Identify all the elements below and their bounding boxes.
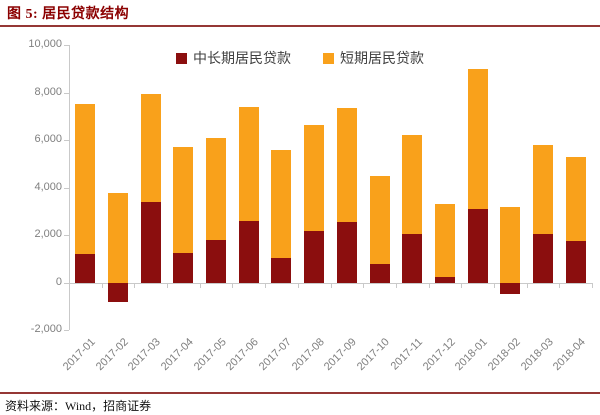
x-tick-mark bbox=[167, 282, 169, 288]
x-tick-mark bbox=[330, 282, 332, 288]
source-note: 资料来源：Wind，招商证券 bbox=[5, 399, 152, 413]
x-tick-label: 2017-04 bbox=[158, 336, 196, 374]
bar-segment-medium-long bbox=[336, 221, 357, 283]
x-tick-mark bbox=[101, 282, 103, 288]
y-tick-mark bbox=[64, 235, 69, 236]
chart-legend: 中长期居民贷款 短期居民贷款 bbox=[0, 48, 600, 68]
y-tick-mark bbox=[64, 330, 69, 331]
x-tick-mark bbox=[395, 282, 397, 288]
bar-segment-short bbox=[238, 106, 259, 221]
x-tick-mark bbox=[428, 282, 430, 288]
x-tick-label: 2017-12 bbox=[420, 336, 458, 374]
bar-segment-short bbox=[500, 206, 521, 283]
bar-segment-short bbox=[434, 204, 455, 277]
bar-segment-short bbox=[369, 175, 390, 264]
bar-segment-short bbox=[173, 147, 194, 253]
bar-segment-medium-long bbox=[140, 201, 161, 283]
x-tick-label: 2018-01 bbox=[453, 336, 491, 374]
x-tick-mark bbox=[363, 282, 365, 288]
legend-swatch-icon bbox=[176, 52, 187, 64]
bar-segment-medium-long bbox=[173, 252, 194, 283]
bar-segment-medium-long bbox=[108, 282, 129, 302]
bar-segment-short bbox=[271, 149, 292, 258]
bar-segment-short bbox=[206, 137, 227, 240]
x-tick-label: 2018-04 bbox=[551, 336, 589, 374]
legend-swatch-icon bbox=[323, 52, 334, 64]
y-tick-mark bbox=[64, 140, 69, 141]
bar-segment-short bbox=[532, 144, 553, 234]
bar-segment-medium-long bbox=[402, 233, 423, 283]
figure-title: 图 5: 居民贷款结构 bbox=[7, 7, 130, 22]
legend-label: 中长期居民贷款 bbox=[193, 52, 291, 67]
bar-segment-medium-long bbox=[75, 254, 96, 283]
x-tick-mark bbox=[297, 282, 299, 288]
x-tick-label: 2017-10 bbox=[354, 336, 393, 374]
legend-item: 中长期居民贷款 bbox=[176, 48, 291, 68]
bar-segment-short bbox=[304, 124, 325, 232]
bar-segment-short bbox=[140, 93, 161, 202]
x-tick-label: 2018-02 bbox=[485, 336, 523, 374]
y-tick-mark bbox=[64, 282, 69, 284]
legend-label: 短期居民贷款 bbox=[340, 52, 424, 67]
x-tick-mark bbox=[461, 282, 463, 288]
bar-segment-medium-long bbox=[500, 282, 521, 295]
y-tick-mark bbox=[64, 45, 69, 46]
bar-segment-short bbox=[108, 193, 129, 283]
x-tick-label: 2017-11 bbox=[388, 336, 425, 373]
bar-segment-short bbox=[75, 104, 96, 254]
x-tick-label: 2017-07 bbox=[256, 336, 294, 374]
y-tick-label: 10,000 bbox=[28, 38, 62, 50]
y-tick-label: 6,000 bbox=[34, 133, 62, 145]
footer-divider bbox=[0, 392, 600, 394]
bar-segment-medium-long bbox=[532, 233, 553, 283]
bar-segment-medium-long bbox=[271, 257, 292, 283]
title-divider bbox=[0, 25, 600, 27]
x-tick-label: 2017-05 bbox=[191, 336, 229, 374]
y-tick-label: 0 bbox=[55, 275, 62, 288]
bar-segment-medium-long bbox=[206, 239, 227, 283]
x-tick-label: 2017-08 bbox=[289, 336, 327, 374]
x-tick-label: 2017-02 bbox=[93, 336, 131, 374]
x-tick-mark bbox=[134, 282, 136, 288]
bar-segment-medium-long bbox=[467, 208, 488, 283]
y-tick-label: -2,000 bbox=[30, 323, 62, 335]
bar-segment-medium-long bbox=[434, 276, 455, 283]
x-tick-mark bbox=[69, 282, 70, 288]
bar-segment-short bbox=[336, 107, 357, 222]
bar-segment-medium-long bbox=[565, 240, 586, 283]
bar-segment-short bbox=[565, 156, 586, 241]
y-tick-label: 4,000 bbox=[34, 180, 62, 193]
legend-item: 短期居民贷款 bbox=[323, 48, 424, 68]
x-tick-mark bbox=[199, 282, 201, 288]
y-axis-line bbox=[69, 45, 70, 330]
x-tick-label: 2017-01 bbox=[60, 336, 98, 374]
x-tick-label: 2018-03 bbox=[518, 336, 556, 374]
y-tick-mark bbox=[64, 187, 69, 189]
y-tick-label: 8,000 bbox=[34, 85, 62, 98]
bar-segment-medium-long bbox=[369, 263, 390, 283]
x-tick-mark bbox=[265, 282, 267, 288]
bar-segment-medium-long bbox=[238, 220, 259, 283]
x-tick-mark bbox=[559, 282, 561, 288]
bar-segment-short bbox=[467, 68, 488, 209]
x-tick-mark bbox=[592, 282, 593, 288]
y-tick-mark bbox=[64, 92, 69, 94]
bar-segment-medium-long bbox=[304, 231, 325, 283]
x-tick-mark bbox=[526, 282, 528, 288]
x-tick-label: 2017-03 bbox=[126, 336, 164, 374]
x-tick-label: 2017-09 bbox=[322, 336, 360, 374]
y-tick-label: 2,000 bbox=[34, 228, 62, 240]
x-tick-mark bbox=[493, 282, 495, 288]
bar-segment-short bbox=[402, 135, 423, 234]
x-tick-mark bbox=[232, 282, 234, 288]
x-tick-label: 2017-06 bbox=[224, 336, 262, 374]
